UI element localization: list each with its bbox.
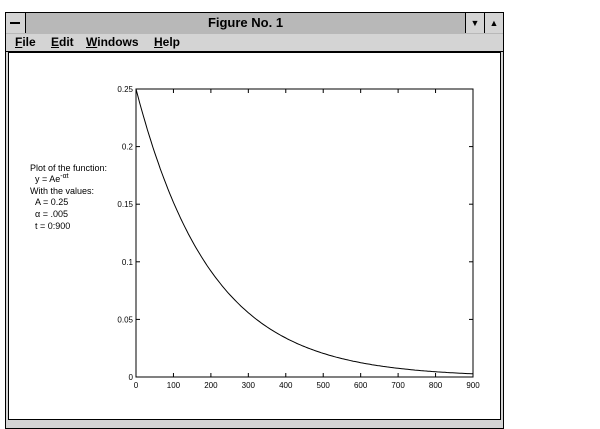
y-tick-label: 0.25 — [117, 85, 133, 94]
x-tick-label: 300 — [242, 381, 256, 390]
menu-windows[interactable]: Windows — [86, 35, 139, 49]
axes-box — [135, 88, 474, 378]
menu-file[interactable]: File — [15, 35, 36, 49]
x-tick-label: 0 — [134, 381, 139, 390]
title-bar[interactable]: Figure No. 1 ▼ ▲ — [6, 13, 503, 35]
formula-exponent: -αt — [60, 173, 69, 180]
x-tick-label: 600 — [354, 381, 368, 390]
maximize-icon: ▲ — [489, 18, 499, 28]
figure-window: Figure No. 1 ▼ ▲ File Edit Windows Help — [5, 12, 504, 429]
system-menu-button[interactable] — [6, 13, 26, 33]
series-line — [135, 88, 474, 375]
window-title: Figure No. 1 — [207, 15, 284, 30]
annotation-line: α = .005 — [35, 209, 68, 219]
annotation-line: With the values: — [30, 186, 95, 196]
x-tick-label: 700 — [391, 381, 405, 390]
minimize-button[interactable]: ▼ — [465, 13, 484, 33]
x-tick-label: 900 — [466, 381, 480, 390]
menu-help[interactable]: Help — [154, 35, 181, 49]
y-tick-label: 0.1 — [122, 258, 134, 267]
annotation-line: t = 0:900 — [35, 221, 71, 231]
menu-edit[interactable]: Edit — [51, 35, 74, 49]
x-tick-label: 500 — [317, 381, 331, 390]
annotation-line: A = 0.25 — [35, 197, 69, 207]
y-tick-label: 0.05 — [117, 315, 133, 324]
x-tick-label: 100 — [167, 381, 181, 390]
system-menu-icon — [10, 22, 20, 24]
x-tick-label: 400 — [279, 381, 293, 390]
menu-bar: File Edit Windows Help — [6, 34, 503, 52]
maximize-button[interactable]: ▲ — [484, 13, 503, 33]
y-tick-label: 0.15 — [117, 200, 133, 209]
minimize-icon: ▼ — [470, 18, 480, 28]
y-tick-label: 0 — [129, 373, 134, 382]
x-tick-label: 200 — [204, 381, 218, 390]
figure-canvas — [8, 52, 501, 420]
annotation-formula: y = Ae-αt — [35, 173, 69, 184]
x-tick-label: 800 — [429, 381, 443, 390]
y-tick-label: 0.2 — [122, 143, 134, 152]
annotation-line: Plot of the function: — [30, 163, 108, 173]
formula-base: y = Ae — [35, 174, 61, 184]
